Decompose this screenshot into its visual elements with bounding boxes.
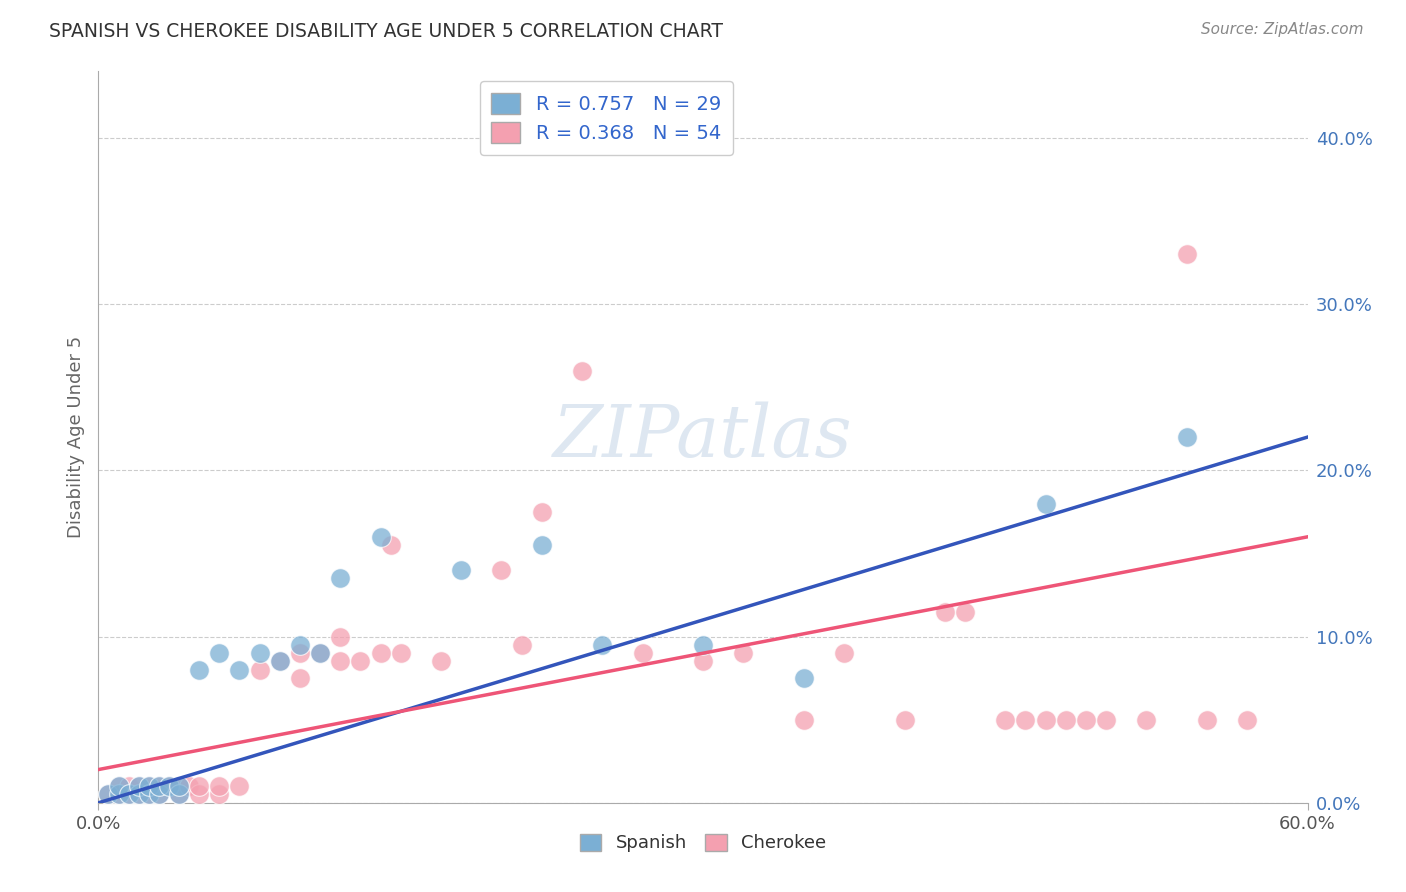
Point xyxy=(167,788,190,802)
Point xyxy=(138,788,160,802)
Point xyxy=(138,779,160,793)
Point xyxy=(491,563,513,577)
Point xyxy=(1175,247,1198,261)
Point xyxy=(329,630,352,644)
Point xyxy=(994,713,1017,727)
Point xyxy=(269,655,291,669)
Text: ZIPatlas: ZIPatlas xyxy=(553,401,853,473)
Point xyxy=(128,779,150,793)
Point xyxy=(953,605,976,619)
Point xyxy=(208,788,231,802)
Point xyxy=(249,663,271,677)
Point xyxy=(128,779,150,793)
Point xyxy=(832,646,855,660)
Text: Source: ZipAtlas.com: Source: ZipAtlas.com xyxy=(1201,22,1364,37)
Point xyxy=(370,530,392,544)
Point xyxy=(1236,713,1258,727)
Point xyxy=(450,563,472,577)
Point xyxy=(228,779,250,793)
Point xyxy=(128,788,150,802)
Point xyxy=(269,655,291,669)
Point xyxy=(793,671,815,685)
Point xyxy=(167,788,190,802)
Point xyxy=(309,646,332,660)
Point xyxy=(148,788,170,802)
Point xyxy=(1175,430,1198,444)
Point xyxy=(1035,713,1057,727)
Y-axis label: Disability Age Under 5: Disability Age Under 5 xyxy=(66,336,84,538)
Point xyxy=(380,538,402,552)
Point xyxy=(1074,713,1097,727)
Point xyxy=(107,779,129,793)
Point xyxy=(1135,713,1157,727)
Point xyxy=(249,646,271,660)
Point xyxy=(188,779,211,793)
Point xyxy=(309,646,332,660)
Point xyxy=(208,646,231,660)
Point xyxy=(389,646,412,660)
Point xyxy=(188,663,211,677)
Point xyxy=(288,638,311,652)
Point xyxy=(793,713,815,727)
Point xyxy=(288,646,311,660)
Point xyxy=(288,671,311,685)
Legend: Spanish, Cherokee: Spanish, Cherokee xyxy=(572,826,834,860)
Point xyxy=(1054,713,1077,727)
Point xyxy=(571,363,593,377)
Point xyxy=(329,571,352,585)
Point xyxy=(893,713,915,727)
Point xyxy=(591,638,613,652)
Point xyxy=(167,779,190,793)
Point xyxy=(148,779,170,793)
Point xyxy=(1095,713,1118,727)
Point xyxy=(228,663,250,677)
Point xyxy=(530,538,553,552)
Point xyxy=(631,646,654,660)
Point xyxy=(349,655,371,669)
Point xyxy=(107,779,129,793)
Point xyxy=(157,779,180,793)
Point xyxy=(107,788,129,802)
Point xyxy=(430,655,453,669)
Point xyxy=(148,788,170,802)
Point xyxy=(128,788,150,802)
Point xyxy=(118,788,141,802)
Point xyxy=(692,638,714,652)
Point xyxy=(188,788,211,802)
Text: SPANISH VS CHEROKEE DISABILITY AGE UNDER 5 CORRELATION CHART: SPANISH VS CHEROKEE DISABILITY AGE UNDER… xyxy=(49,22,723,41)
Point xyxy=(157,779,180,793)
Point xyxy=(1195,713,1218,727)
Point xyxy=(167,779,190,793)
Point xyxy=(370,646,392,660)
Point xyxy=(208,779,231,793)
Point xyxy=(1035,497,1057,511)
Point xyxy=(138,779,160,793)
Point xyxy=(97,788,120,802)
Point xyxy=(138,788,160,802)
Point xyxy=(934,605,956,619)
Point xyxy=(1014,713,1036,727)
Point xyxy=(179,779,201,793)
Point xyxy=(733,646,755,660)
Point xyxy=(692,655,714,669)
Point xyxy=(530,505,553,519)
Point xyxy=(97,788,120,802)
Point xyxy=(107,788,129,802)
Point xyxy=(329,655,352,669)
Point xyxy=(510,638,533,652)
Point xyxy=(118,779,141,793)
Point xyxy=(118,788,141,802)
Point xyxy=(148,779,170,793)
